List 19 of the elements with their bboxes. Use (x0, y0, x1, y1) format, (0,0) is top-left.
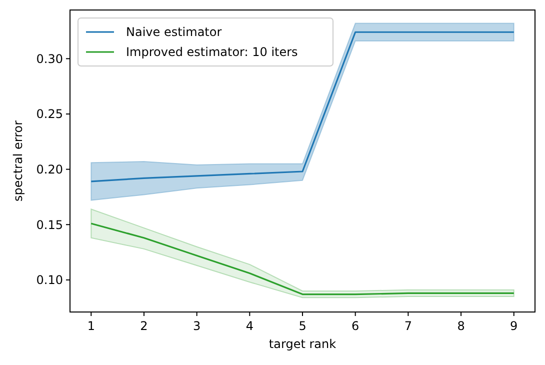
x-tick-label: 2 (140, 319, 148, 333)
legend-label: Naive estimator (126, 25, 222, 40)
x-tick-label: 6 (352, 319, 360, 333)
x-tick-label: 5 (298, 319, 306, 333)
y-tick-label: 0.30 (36, 52, 63, 66)
x-tick-label: 7 (404, 319, 412, 333)
x-tick-label: 4 (246, 319, 254, 333)
x-tick-label: 8 (457, 319, 465, 333)
y-tick-label: 0.20 (36, 162, 63, 176)
y-tick-label: 0.15 (36, 218, 63, 232)
x-tick-label: 3 (193, 319, 201, 333)
x-axis-title: target rank (268, 337, 336, 351)
legend-label: Improved estimator: 10 iters (126, 45, 298, 60)
line-series (90, 222, 515, 296)
y-axis-title: spectral error (11, 120, 25, 202)
x-tick-label: 1 (87, 319, 95, 333)
x-tick-label: 9 (510, 319, 518, 333)
y-tick-label: 0.10 (36, 273, 63, 288)
y-tick-label: 0.25 (36, 107, 63, 122)
